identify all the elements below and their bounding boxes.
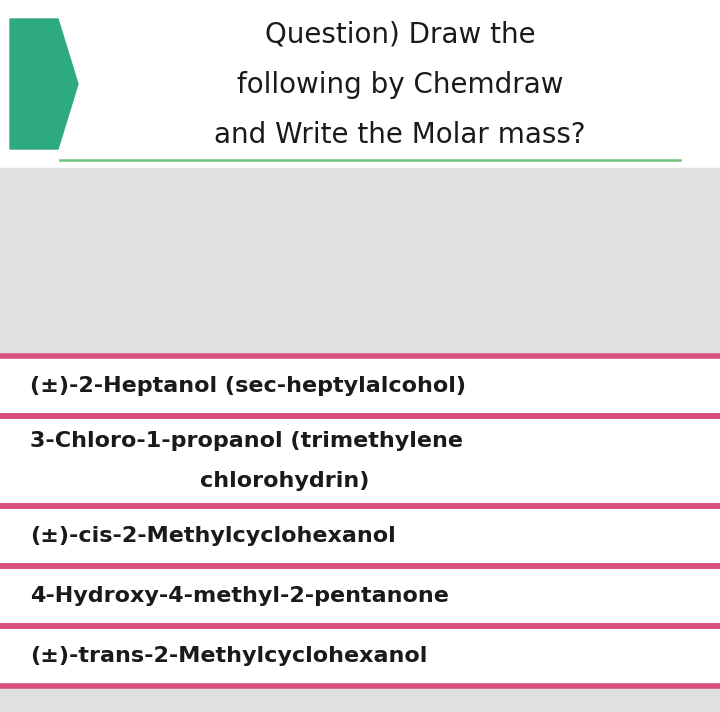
Bar — [0, 0, 720, 168]
Text: 4-Hydroxy-4-methyl-2-pentanone: 4-Hydroxy-4-methyl-2-pentanone — [30, 586, 449, 606]
Bar — [0, 168, 720, 356]
Text: following by Chemdraw: following by Chemdraw — [237, 71, 563, 99]
Bar — [0, 356, 720, 712]
Bar — [0, 416, 720, 506]
Bar — [0, 626, 720, 686]
Bar — [0, 566, 720, 626]
Text: (±)-trans-2-Methylcyclohexanol: (±)-trans-2-Methylcyclohexanol — [30, 646, 428, 666]
Text: and Write the Molar mass?: and Write the Molar mass? — [214, 121, 586, 149]
Bar — [0, 506, 720, 566]
Text: 3-Chloro-1-propanol (trimethylene: 3-Chloro-1-propanol (trimethylene — [30, 431, 463, 451]
Text: (±)-2-Heptanol (sec-heptylalcohol): (±)-2-Heptanol (sec-heptylalcohol) — [30, 376, 466, 396]
Bar — [0, 356, 720, 416]
Text: Question) Draw the: Question) Draw the — [265, 21, 535, 49]
Polygon shape — [10, 19, 78, 149]
Text: chlorohydrin): chlorohydrin) — [200, 471, 369, 491]
Text: (±)-cis-2-Methylcyclohexanol: (±)-cis-2-Methylcyclohexanol — [30, 526, 396, 546]
